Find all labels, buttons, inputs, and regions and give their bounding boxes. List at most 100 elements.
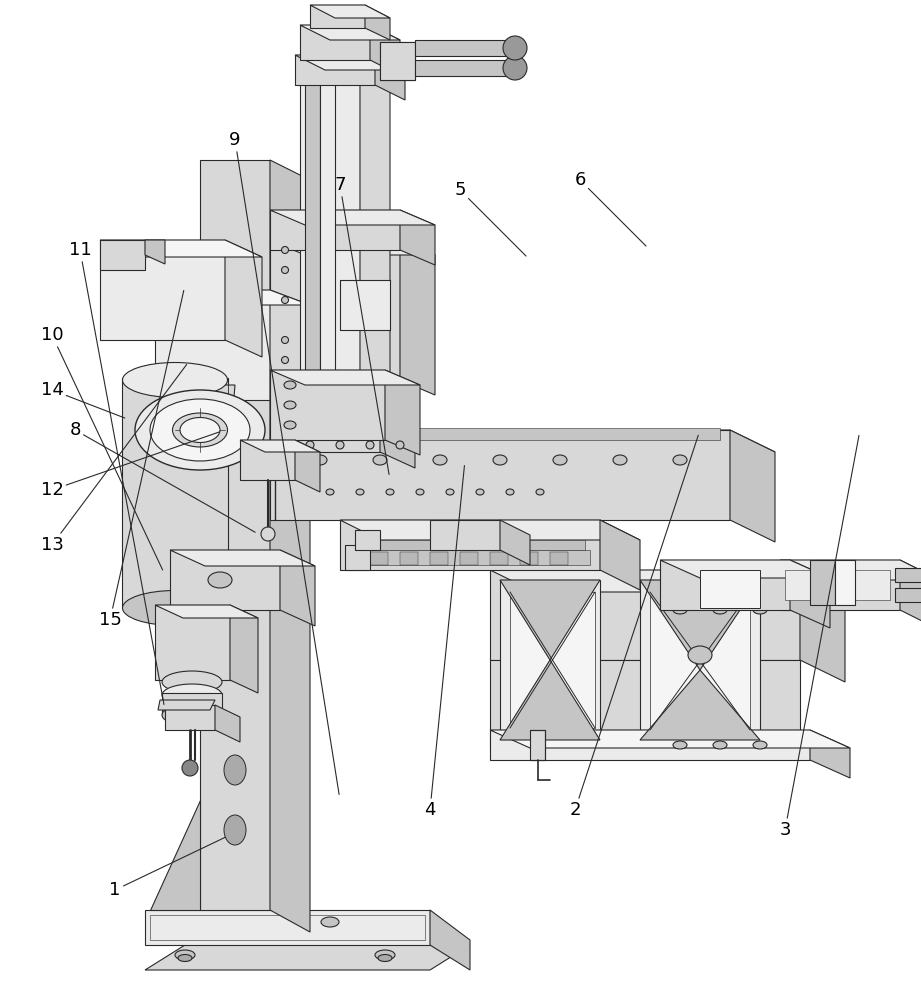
Polygon shape [640,580,760,740]
Circle shape [261,527,275,541]
Polygon shape [490,552,508,565]
Polygon shape [490,660,800,750]
Polygon shape [355,550,590,565]
Polygon shape [270,290,310,418]
Text: 14: 14 [41,381,125,418]
Polygon shape [270,370,385,440]
Polygon shape [360,65,390,445]
Polygon shape [145,945,470,970]
Ellipse shape [162,684,222,706]
Ellipse shape [506,489,514,495]
Polygon shape [490,570,845,592]
Polygon shape [365,5,390,40]
Ellipse shape [446,489,454,495]
Text: 3: 3 [779,435,859,839]
Polygon shape [640,670,760,740]
Polygon shape [295,55,375,85]
Polygon shape [375,55,405,100]
Polygon shape [310,5,365,28]
Polygon shape [370,552,388,565]
Circle shape [336,441,344,449]
Circle shape [503,36,527,60]
Polygon shape [165,705,215,730]
Ellipse shape [122,590,227,626]
Polygon shape [500,580,600,660]
Ellipse shape [162,671,222,693]
Ellipse shape [356,489,364,495]
Ellipse shape [753,606,767,614]
Polygon shape [380,42,415,80]
Polygon shape [400,210,435,265]
Ellipse shape [224,755,246,785]
Polygon shape [660,560,790,610]
Ellipse shape [673,455,687,465]
Circle shape [282,266,288,273]
Polygon shape [400,240,435,395]
Ellipse shape [753,741,767,749]
Polygon shape [370,25,400,75]
Ellipse shape [688,646,712,664]
Polygon shape [155,290,310,305]
Polygon shape [270,430,730,520]
Polygon shape [150,800,200,910]
Polygon shape [550,552,568,565]
Ellipse shape [536,489,544,495]
Polygon shape [215,705,240,742]
Polygon shape [490,570,800,660]
Polygon shape [145,910,430,945]
Polygon shape [360,540,585,550]
Polygon shape [145,240,165,264]
Polygon shape [340,280,390,330]
Circle shape [306,441,314,449]
Polygon shape [810,560,835,605]
Polygon shape [300,25,370,60]
Ellipse shape [713,741,727,749]
Polygon shape [270,160,310,932]
Polygon shape [155,605,258,618]
Ellipse shape [553,455,567,465]
Polygon shape [170,550,315,566]
Polygon shape [355,530,380,550]
Polygon shape [270,420,380,452]
Ellipse shape [386,489,394,495]
Polygon shape [835,560,855,605]
Polygon shape [800,570,845,682]
Ellipse shape [175,950,195,960]
Polygon shape [100,240,225,340]
Polygon shape [270,210,435,225]
Bar [122,378,228,608]
Polygon shape [230,605,258,693]
Polygon shape [240,440,320,452]
Polygon shape [270,420,415,435]
Polygon shape [385,370,420,455]
Ellipse shape [284,421,296,429]
Polygon shape [150,915,425,940]
Ellipse shape [284,381,296,389]
Polygon shape [270,370,420,385]
Ellipse shape [373,455,387,465]
Polygon shape [165,385,235,445]
Ellipse shape [613,455,627,465]
Polygon shape [780,560,900,610]
Polygon shape [430,910,470,970]
Bar [895,588,921,602]
Polygon shape [380,42,415,62]
Ellipse shape [433,455,447,465]
Polygon shape [520,552,538,565]
Ellipse shape [321,917,339,927]
Text: 11: 11 [69,241,164,705]
Polygon shape [500,580,600,740]
Polygon shape [270,430,775,452]
Polygon shape [225,240,262,357]
Polygon shape [155,605,230,680]
Ellipse shape [284,401,296,409]
Polygon shape [270,240,435,255]
Polygon shape [500,660,600,740]
Text: 1: 1 [110,837,225,899]
Circle shape [366,441,374,449]
Ellipse shape [208,572,232,588]
Polygon shape [280,428,720,440]
Polygon shape [530,730,545,760]
Ellipse shape [493,455,507,465]
Bar [895,568,921,582]
